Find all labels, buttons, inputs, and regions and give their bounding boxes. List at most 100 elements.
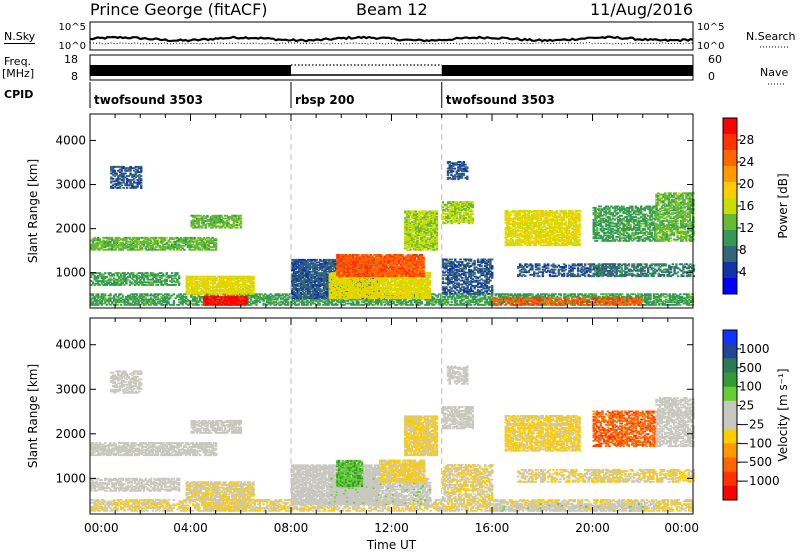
power-cell [118,297,121,300]
power-cell [100,294,103,297]
power-cell [142,236,146,239]
power-cell [624,295,628,298]
power-cell [658,298,661,301]
power-cell [162,238,165,241]
power-cell [501,295,504,298]
power-cell [471,299,474,302]
power-cell [265,298,269,301]
power-cell [179,236,183,239]
power-cell [155,280,158,282]
power-cell [382,301,385,304]
power-cell [156,273,160,276]
power-cell [114,238,117,241]
power-cell [128,297,132,300]
power-cell [137,277,140,280]
power-cell [134,243,137,246]
power-cell [209,242,212,244]
power-cell [135,282,139,285]
power-cell [185,299,188,302]
power-cell [566,294,569,297]
power-cell [464,303,467,306]
power-cell [652,295,656,298]
power-cell [617,293,620,296]
power-cell [172,247,176,250]
power-cell [146,278,149,281]
power-cell [564,297,568,300]
power-cell [95,247,98,250]
power-cell [114,278,117,281]
power-cell [447,302,450,305]
power-cell [621,299,624,302]
power-cell [659,293,663,296]
power-cell [163,274,167,277]
power-cell [112,242,116,244]
power-cell [193,236,197,239]
power-cell [376,298,380,301]
power-cell [176,246,179,248]
power-cell [141,248,144,251]
power-cell [142,295,146,298]
power-cell [651,301,654,304]
power-cell [109,244,112,247]
power-cell [679,295,682,298]
power-cell [119,242,123,244]
power-cell [151,299,154,302]
power-cell [200,244,204,247]
power-cell [440,301,443,304]
power-cell [149,272,153,274]
power-cell [204,247,207,250]
power-cell [102,294,105,297]
power-cell [134,239,137,242]
power-cell [327,299,330,302]
power-cell [149,301,153,304]
power-cell [109,303,112,306]
power-cell [149,302,153,305]
power-cell [295,303,299,306]
power-cell [658,303,661,306]
power-cell [457,294,460,297]
power-cell [187,284,190,287]
power-cell [111,282,114,285]
power-cell [141,298,144,301]
power-cell [418,303,422,306]
power-cell [404,301,408,304]
power-cell [97,280,100,282]
power-cell [107,243,110,246]
power-cell [262,294,265,297]
power-cell [132,293,135,296]
power-cell [134,302,137,305]
power-cell [121,274,125,277]
power-cell [262,295,265,298]
power-cell [109,242,112,244]
power-cell [211,246,214,248]
power-cell [399,301,402,304]
power-cell [673,293,677,296]
power-cell [170,274,174,277]
power-cell [165,301,168,304]
power-cell [228,294,232,297]
power-cell [587,293,591,296]
power-cell [211,248,214,251]
power-cell [513,294,517,297]
power-cell [91,293,95,296]
power-cell [185,283,188,286]
power-cell [151,281,154,284]
power-cell [582,294,585,297]
power-cell [118,239,121,242]
power-cell [105,242,109,244]
power-cell [177,294,181,297]
power-cell [100,247,103,250]
power-cell [425,299,429,302]
power-cell [118,242,121,244]
power-cell [149,282,153,285]
power-cell [176,244,179,247]
power-cell [123,243,126,246]
power-cell [684,302,687,305]
power-cell [656,297,659,300]
power-cell [466,297,469,300]
power-cell [383,303,387,306]
power-cell [123,298,126,301]
power-cell [214,243,218,246]
power-cell [675,303,679,306]
power-cell [135,303,139,306]
